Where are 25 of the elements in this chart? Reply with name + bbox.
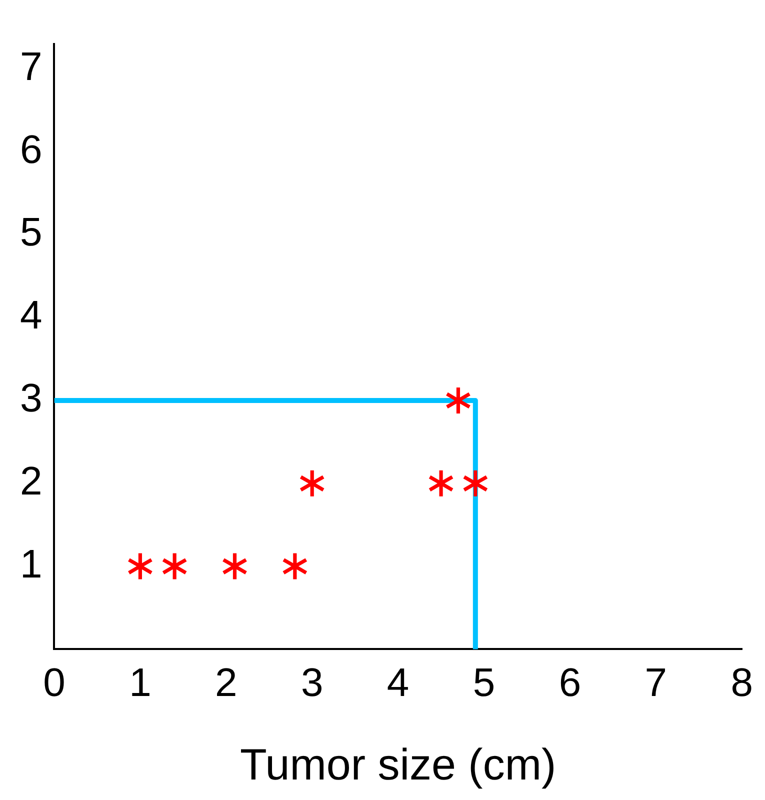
y-tick-label: 7 bbox=[20, 44, 42, 89]
x-tick-label: 6 bbox=[558, 661, 582, 706]
x-tick-label: 4 bbox=[386, 661, 410, 706]
point bbox=[300, 470, 324, 496]
x-tick-label: 8 bbox=[730, 661, 753, 706]
x-tick-label: 0 bbox=[43, 661, 66, 706]
x-tick-label: 1 bbox=[129, 661, 152, 706]
point bbox=[162, 553, 187, 580]
point bbox=[128, 553, 152, 580]
x-tick-label: 3 bbox=[300, 661, 324, 706]
y-tick-label: 4 bbox=[20, 294, 42, 338]
x-axis-title: Tumor size (cm) bbox=[240, 740, 556, 790]
x-tick-label: 2 bbox=[215, 661, 238, 706]
y-tick-label: 5 bbox=[20, 210, 42, 255]
x-tick-label: 7 bbox=[644, 661, 668, 706]
y-tick-label: 1 bbox=[20, 542, 42, 586]
point bbox=[446, 387, 470, 414]
point bbox=[463, 470, 488, 496]
point bbox=[428, 470, 454, 496]
point bbox=[222, 553, 247, 580]
y-tick-label: 6 bbox=[20, 128, 42, 172]
x-tick-label: 5 bbox=[472, 661, 496, 706]
point bbox=[282, 553, 308, 580]
y-tick-label: 2 bbox=[20, 459, 42, 504]
y-tick-label: 3 bbox=[20, 376, 42, 421]
